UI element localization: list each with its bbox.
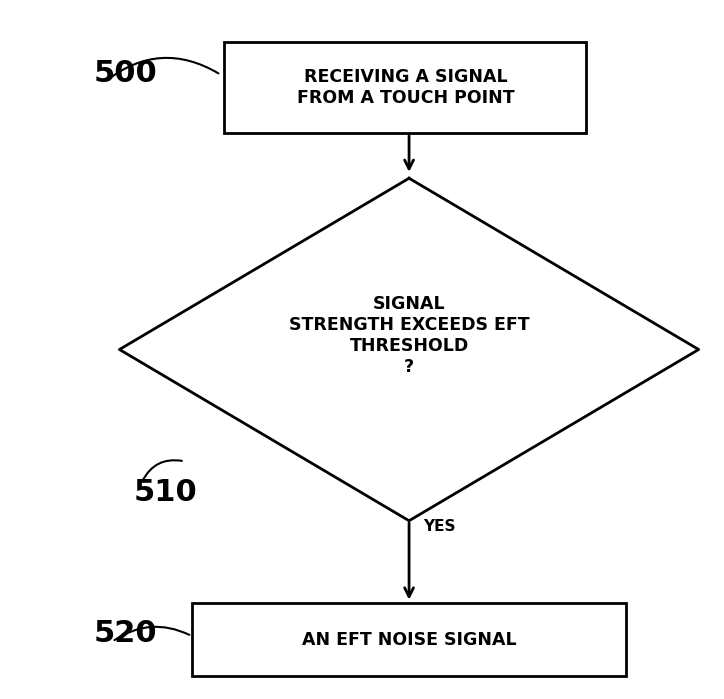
Text: 520: 520	[94, 619, 158, 649]
Text: SIGNAL
STRENGTH EXCEEDS EFT
THRESHOLD
?: SIGNAL STRENGTH EXCEEDS EFT THRESHOLD ?	[289, 295, 529, 376]
Text: 510: 510	[134, 478, 198, 507]
Polygon shape	[119, 178, 699, 521]
Text: YES: YES	[424, 519, 456, 533]
Text: RECEIVING A SIGNAL
FROM A TOUCH POINT: RECEIVING A SIGNAL FROM A TOUCH POINT	[297, 68, 514, 107]
Text: AN EFT NOISE SIGNAL: AN EFT NOISE SIGNAL	[302, 630, 516, 649]
Text: 500: 500	[94, 59, 158, 88]
Bar	[224, 42, 586, 133]
Bar	[192, 603, 626, 677]
